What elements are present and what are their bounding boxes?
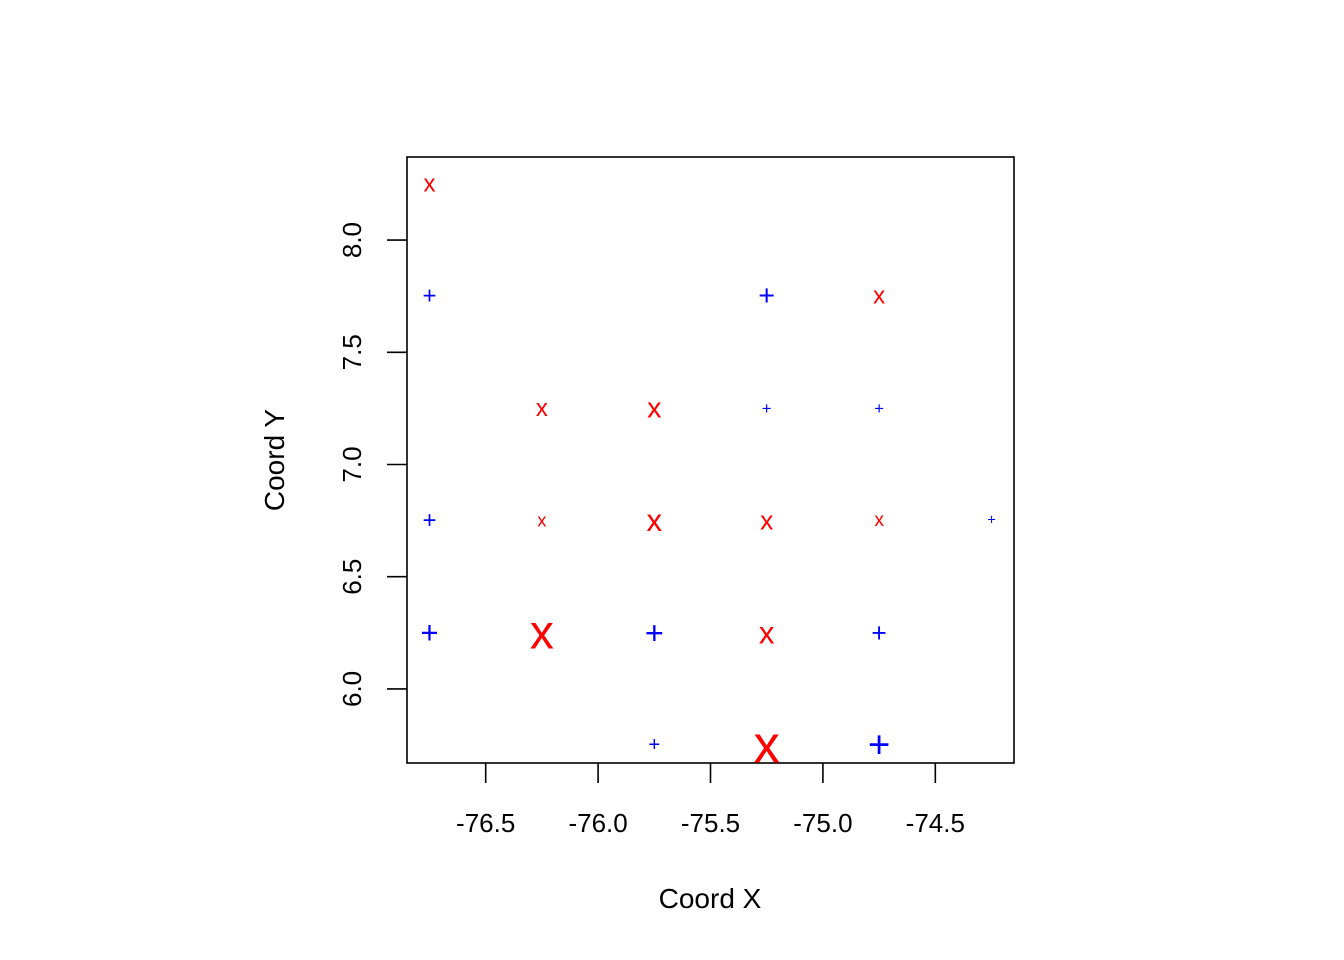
- point-x-marker: x: [874, 510, 884, 531]
- y-tick-label: 7.5: [337, 334, 367, 370]
- point-x-marker: x: [647, 392, 662, 424]
- point-plus-marker: +: [987, 513, 995, 529]
- data-points: x + + x x x + + + x x x x + + x + x + + x +: [420, 170, 995, 774]
- x-tick-label: -75.5: [681, 808, 740, 838]
- point-plus-marker: +: [758, 280, 775, 312]
- plot-frame: [406, 156, 1015, 764]
- x-tick-label: -75.0: [793, 808, 852, 838]
- point-plus-marker: +: [871, 618, 886, 648]
- y-axis-title: Coord Y: [259, 409, 290, 512]
- point-x-marker: x: [873, 283, 885, 310]
- point-plus-marker: +: [762, 399, 772, 418]
- point-plus-marker: +: [648, 734, 660, 756]
- point-plus-marker: +: [874, 399, 884, 418]
- point-x-marker: x: [646, 503, 662, 538]
- x-tick-label: -74.5: [906, 808, 965, 838]
- point-x-marker: x: [537, 511, 546, 531]
- point-x-marker: x: [536, 395, 548, 422]
- point-x-marker: x: [759, 615, 775, 650]
- y-tick-label: 6.0: [337, 671, 367, 707]
- x-axis: -76.5 -76.0 -75.5 -75.0 -74.5: [456, 763, 965, 838]
- point-x-marker: x: [423, 170, 435, 197]
- y-tick-label: 7.0: [337, 446, 367, 482]
- y-tick-label: 6.5: [337, 559, 367, 595]
- point-plus-marker: +: [420, 615, 438, 650]
- x-tick-label: -76.5: [456, 808, 515, 838]
- point-plus-marker: +: [422, 507, 436, 534]
- point-plus-marker: +: [422, 283, 436, 310]
- point-x-marker: x: [754, 716, 780, 775]
- point-x-marker: x: [760, 506, 773, 536]
- point-x-marker: x: [530, 606, 554, 659]
- point-plus-marker: +: [868, 724, 890, 767]
- x-axis-title: Coord X: [659, 883, 762, 914]
- x-tick-label: -76.0: [568, 808, 627, 838]
- point-plus-marker: +: [645, 615, 664, 651]
- y-tick-label: 8.0: [337, 222, 367, 258]
- y-axis: 6.0 6.5 7.0 7.5 8.0: [337, 222, 407, 707]
